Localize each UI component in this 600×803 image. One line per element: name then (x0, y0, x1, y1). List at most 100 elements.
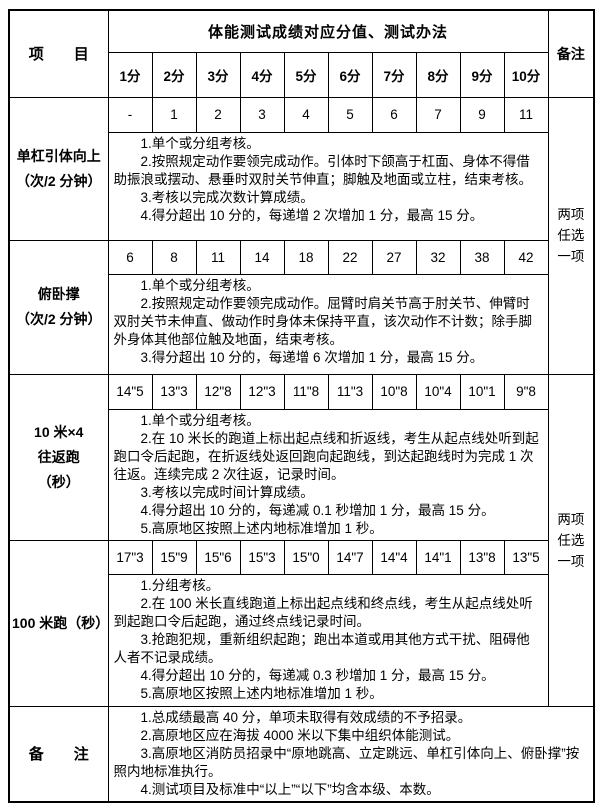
method-line: 4.得分超出 10 分的，每递减 0.3 秒增加 1 分，最高 15 分。 (140, 667, 495, 683)
score-value-cell: 10"1 (459, 373, 505, 410)
score-value-cell: 4 (283, 96, 329, 133)
note-line: 4.测试项目及标准中“以上”“以下”均含本级、本数。 (140, 781, 440, 797)
score-column-label: 9分 (459, 51, 505, 98)
score-value-cell: 15"3 (239, 539, 285, 575)
method-line: 1.单个或分组考核。 (140, 412, 260, 428)
score-value-cell: 15"6 (195, 539, 241, 575)
footer-remark-label: 备 注 (8, 705, 109, 802)
score-value-cell: 8 (151, 239, 197, 275)
side-remark-line: 一项 (557, 249, 585, 264)
score-column-label: 10分 (503, 51, 549, 98)
project-name-line: 俯卧撑 (37, 286, 80, 302)
score-column-label: 4分 (239, 51, 285, 98)
score-value-cell: 1 (151, 96, 197, 133)
score-value-cell: 14"4 (371, 539, 417, 575)
project-name-line: （次/2 分钟） (15, 172, 102, 189)
project-column-header: 项 目 (8, 9, 109, 98)
score-title: 体能测试成绩对应分值、测试办法 (107, 9, 549, 53)
score-value-cell: 10"4 (415, 373, 461, 410)
method-cell-shuttle-run: 1.单个或分组考核。 2.在 10 米长的跑道上标出起点线和折返线，考生从起点线… (107, 408, 549, 541)
project-name-100m-run: 100 米跑（秒） (8, 539, 109, 707)
score-value-cell: 11 (503, 96, 549, 133)
score-value-cell: 7 (415, 96, 461, 133)
side-remark-line: 两项 (557, 511, 585, 527)
score-value-cell: 14 (239, 239, 285, 275)
project-name-line: 100 米跑（秒） (12, 614, 108, 631)
score-column-label: 6分 (327, 51, 373, 98)
note-line: 2.高原地区应在海拔 4000 米以下集中组织体能测试。 (140, 727, 460, 743)
score-value-cell: 11"8 (283, 373, 329, 410)
remark-column-header: 备注 (547, 9, 595, 98)
score-value-cell: 38 (459, 239, 505, 275)
note-line: 3.高原地区消防员招录中“原地跳高、立定跳远、单杠引体向上、俯卧撑”按照内地标准… (113, 745, 580, 779)
method-line: 4.得分超出 10 分的，每递增 2 次增加 1 分，最高 15 分。 (140, 207, 484, 223)
note-line: 1.总成绩最高 40 分，单项未取得有效成绩的不予招录。 (140, 709, 472, 725)
side-remark-line: 两项 (557, 207, 585, 222)
score-column-label: 1分 (107, 51, 153, 98)
method-line: 4.得分超出 10 分的，每递减 0.1 秒增加 1 分，最高 15 分。 (140, 502, 495, 518)
score-value-cell: 14"7 (327, 539, 373, 575)
score-value-cell: 18 (283, 239, 329, 275)
side-remark-line: 一项 (557, 553, 585, 569)
score-value-cell: 17"3 (107, 539, 153, 575)
method-line: 2.在 10 米长的跑道上标出起点线和折返线，考生从起点线处听到起跑口令后起跑，… (113, 430, 539, 482)
side-remark-line: 任选 (557, 228, 585, 243)
score-value-cell: 12"3 (239, 373, 285, 410)
method-line: 5.高原地区按照上述内地标准增加 1 秒。 (140, 685, 383, 701)
score-value-cell: 6 (107, 239, 153, 275)
score-value-cell: 11"3 (327, 373, 373, 410)
score-column-label: 8分 (415, 51, 461, 98)
score-value-cell: 15"9 (151, 539, 197, 575)
score-column-label: 3分 (195, 51, 241, 98)
method-line: 1.单个或分组考核。 (140, 135, 260, 151)
method-cell-pushups: 1.单个或分组考核。 2.按照规定动作要领完成动作。屈臂时肩关节高于肘关节、伸臂… (107, 273, 549, 375)
method-line: 3.抢跑犯规，重新组织起跑；跑出本道或用其他方式干扰、阻碍他人者不记录成绩。 (113, 631, 530, 665)
method-line: 1.分组考核。 (140, 577, 220, 593)
project-name-pushups: 俯卧撑 （次/2 分钟） (8, 239, 109, 375)
project-name-line: （秒） (37, 473, 80, 490)
score-value-cell: 13"8 (459, 539, 505, 575)
score-value-cell: 9"8 (503, 373, 549, 410)
method-cell-pullups: 1.单个或分组考核。 2.按照规定动作要领完成动作。引体时下颌高于杠面、身体不得… (107, 131, 549, 241)
side-remark-choose-one: 两项 任选 一项 (547, 96, 595, 375)
method-line: 2.在 100 米长直线跑道上标出起点线和终点线，考生从起点线处听到起跑口令后起… (113, 595, 533, 629)
score-value-cell: 27 (371, 239, 417, 275)
score-value-cell: 9 (459, 96, 505, 133)
fitness-score-table: 项 目 体能测试成绩对应分值、测试办法 备注 1分 2分 3分 4分 5分 6分… (8, 9, 596, 803)
method-line: 2.按照规定动作要领完成动作。引体时下颌高于杠面、身体不得借助振浪或摆动、悬垂时… (113, 153, 533, 187)
score-value-cell: 42 (503, 239, 549, 275)
method-line: 1.单个或分组考核。 (140, 277, 260, 293)
score-value-cell: 11 (195, 239, 241, 275)
score-value-cell: 14"1 (415, 539, 461, 575)
score-value-cell: 3 (239, 96, 285, 133)
score-value-cell: 32 (415, 239, 461, 275)
score-value-cell: 15"0 (283, 539, 329, 575)
footer-remark-notes: 1.总成绩最高 40 分，单项未取得有效成绩的不予招录。 2.高原地区应在海拔 … (107, 705, 595, 802)
method-line: 3.考核以完成时间计算成绩。 (140, 484, 314, 500)
score-value-cell: 6 (371, 96, 417, 133)
project-name-line: 单杠引体向上 (16, 147, 101, 164)
score-column-label: 5分 (283, 51, 329, 98)
score-column-label: 7分 (371, 51, 417, 98)
method-line: 3.考核以完成次数计算成绩。 (140, 189, 314, 205)
project-name-pullups: 单杠引体向上 （次/2 分钟） (8, 96, 109, 241)
score-value-cell: 10"8 (371, 373, 417, 410)
score-value-cell: 2 (195, 96, 241, 133)
method-cell-100m-run: 1.分组考核。 2.在 100 米长直线跑道上标出起点线和终点线，考生从起点线处… (107, 573, 549, 707)
method-line: 3.得分超出 10 分的，每递增 6 次增加 1 分，最高 15 分。 (140, 349, 484, 365)
side-remark-line: 任选 (557, 532, 585, 548)
side-remark-choose-one: 两项 任选 一项 (547, 373, 595, 707)
project-name-shuttle-run: 10 米×4 往返跑 （秒） (8, 373, 109, 541)
project-name-line: （次/2 分钟） (15, 311, 102, 327)
score-value-cell: 13"3 (151, 373, 197, 410)
score-value-cell: 14"5 (107, 373, 153, 410)
score-value-cell: 13"5 (503, 539, 549, 575)
method-line: 2.按照规定动作要领完成动作。屈臂时肩关节高于肘关节、伸臂时双肘关节未伸直、做动… (113, 295, 533, 347)
project-name-line: 10 米×4 (34, 423, 84, 440)
method-line: 5.高原地区按照上述内地标准增加 1 秒。 (140, 520, 383, 536)
score-column-label: 2分 (151, 51, 197, 98)
score-value-cell: 5 (327, 96, 373, 133)
score-value-cell: 22 (327, 239, 373, 275)
score-value-cell: - (107, 96, 153, 133)
